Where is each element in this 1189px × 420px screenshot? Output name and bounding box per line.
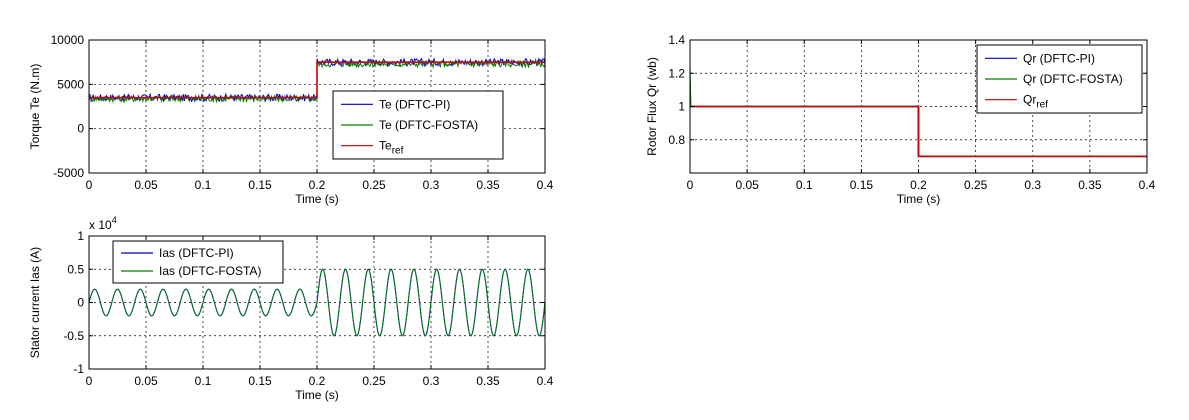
- y-tick-label: 1.4: [668, 33, 685, 47]
- torque-series-group: [88, 57, 546, 104]
- x-tick-label: 0.35: [476, 374, 500, 388]
- x-tick-label: 0.25: [362, 178, 386, 192]
- x-tick-label: 0: [86, 374, 93, 388]
- torque-x-axis-label: Time (s): [295, 192, 339, 206]
- current-chart: 0 0.05 0.1 0.15 0.2 0.25 0.3 0.35 0.4 -1 -0.5 0 0.5 1…: [28, 215, 554, 402]
- y-tick-label: -5000: [53, 166, 84, 180]
- x-tick-label: 0.05: [134, 178, 158, 192]
- current-legend: Ias (DFTC-PI) Ias (DFTC-FOSTA): [112, 240, 284, 284]
- torque-chart: 0 0.05 0.1 0.15 0.2 0.25 0.3 0.35 0.4-5000050001…: [28, 33, 554, 206]
- y-tick-label: 0: [77, 296, 84, 310]
- y-scale-factor: x 104: [89, 215, 117, 232]
- x-tick-label: 0.4: [537, 178, 554, 192]
- torque-y-axis-label: Torque Te (N.m): [28, 64, 42, 150]
- flux-x-axis-label: Time (s): [897, 192, 941, 206]
- y-tick-label: 0.8: [668, 133, 685, 147]
- legend-entry-1: Ias (DFTC-PI): [159, 246, 234, 260]
- x-tick-label: 0.35: [1078, 178, 1102, 192]
- series-line-3: [89, 61, 545, 99]
- x-tick-label: 0.1: [195, 178, 212, 192]
- x-tick-label: 0.35: [476, 178, 500, 192]
- y-tick-label: 5000: [57, 77, 84, 91]
- y-tick-label: -1: [73, 362, 84, 376]
- y-tick-label: 0: [77, 122, 84, 136]
- y-tick-label: -0.5: [63, 329, 84, 343]
- x-tick-label: 0.25: [362, 374, 386, 388]
- flux-y-axis-label: Rotor Flux Qr (wb): [645, 57, 659, 156]
- x-tick-label: 0: [687, 178, 694, 192]
- x-tick-label: 0.15: [248, 178, 272, 192]
- y-tick-label: 1.2: [668, 66, 685, 80]
- x-tick-label: 0.05: [735, 178, 759, 192]
- x-tick-label: 0.3: [423, 374, 440, 388]
- x-tick-label: 0.3: [1024, 178, 1041, 192]
- x-tick-label: 0.4: [537, 374, 554, 388]
- legend-entry-2: Qr (DFTC-FOSTA): [1023, 72, 1123, 86]
- legend-entry-2: Te (DFTC-FOSTA): [379, 118, 478, 132]
- y-tick-label: 1: [678, 100, 685, 114]
- y-tick-label: 1: [77, 229, 84, 243]
- x-tick-label: 0.15: [850, 178, 874, 192]
- legend-entry-2: Ias (DFTC-FOSTA): [159, 264, 261, 278]
- x-tick-label: 0.3: [423, 178, 440, 192]
- x-tick-label: 0.25: [964, 178, 988, 192]
- x-tick-label: 0.15: [248, 374, 272, 388]
- legend-entry-1: Te (DFTC-PI): [379, 97, 450, 111]
- x-tick-label: 0.4: [1139, 178, 1156, 192]
- flux-chart: 0 0.05 0.1 0.15 0.2 0.25 0.3 0.35 0.4 0.8 1 1.2 1.4 T…: [645, 33, 1156, 206]
- legend-entry-1: Qr (DFTC-PI): [1023, 51, 1095, 65]
- flux-series-group: [689, 64, 1147, 158]
- x-tick-label: 0: [86, 178, 93, 192]
- y-tick-label: 0.5: [67, 262, 84, 276]
- current-y-axis-label: Stator current Ias (A): [28, 247, 42, 358]
- x-tick-label: 0.1: [796, 178, 813, 192]
- x-tick-label: 0.1: [195, 374, 212, 388]
- x-tick-label: 0.2: [309, 374, 326, 388]
- flux-legend: Qr (DFTC-PI)Qr (DFTC-FOSTA)Qrref: [976, 44, 1143, 114]
- y-tick-label: 10000: [51, 33, 85, 47]
- x-tick-label: 0.05: [134, 374, 158, 388]
- series-line-2: [88, 268, 546, 337]
- x-tick-label: 0.2: [309, 178, 326, 192]
- series-line-3: [690, 105, 1147, 158]
- torque-legend: Te (DFTC-PI)Te (DFTC-FOSTA)Teref: [332, 90, 504, 160]
- current-x-axis-label: Time (s): [295, 388, 339, 402]
- current-series-group: [88, 268, 546, 337]
- x-tick-label: 0.2: [910, 178, 927, 192]
